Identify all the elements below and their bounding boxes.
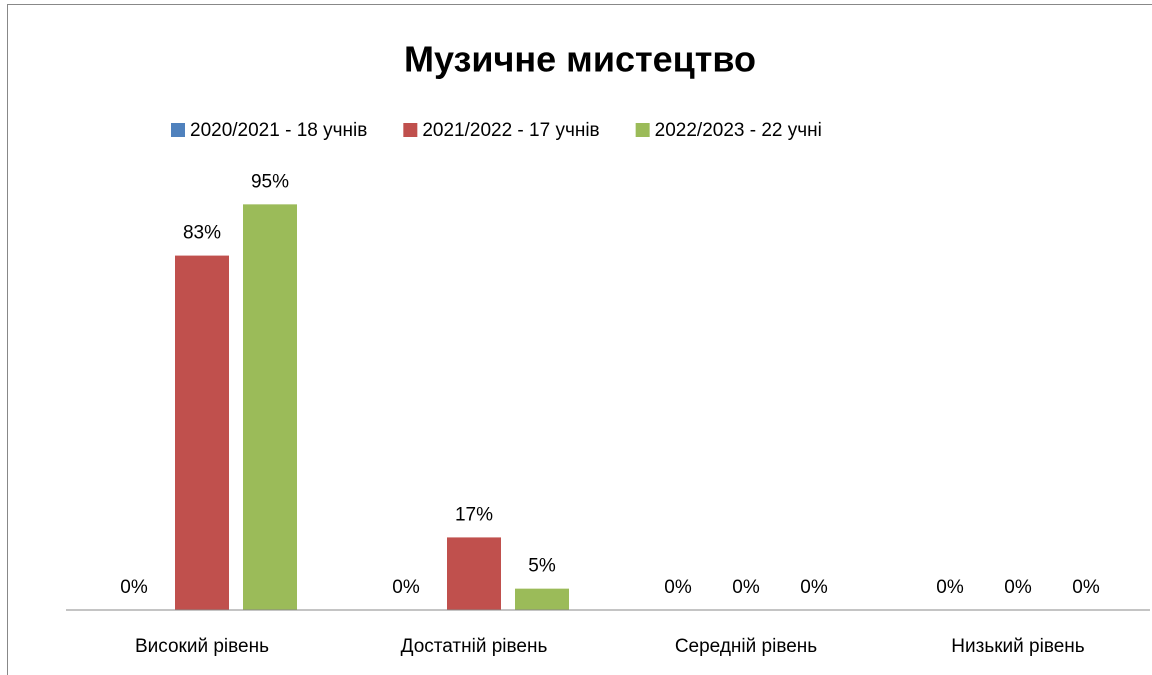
- value-label: 0%: [1004, 577, 1032, 598]
- value-label: 83%: [183, 223, 221, 244]
- legend-swatch: [171, 123, 185, 137]
- legend-swatch: [635, 123, 650, 137]
- legend-label: 2022/2023 - 22 учні: [655, 120, 822, 141]
- value-label: 0%: [732, 577, 760, 598]
- legend-label: 2020/2021 - 18 учнів: [190, 120, 367, 141]
- bar: [175, 255, 229, 610]
- value-label: 95%: [251, 171, 289, 192]
- chart-title: Музичне мистецтво: [404, 39, 756, 80]
- value-label: 0%: [392, 577, 420, 598]
- value-label: 0%: [800, 577, 828, 598]
- value-label: 5%: [528, 556, 556, 577]
- x-tick-label: Високий рівень: [135, 636, 269, 657]
- value-label: 17%: [455, 504, 493, 525]
- value-label: 0%: [1072, 577, 1100, 598]
- x-tick-label: Достатній рівень: [401, 636, 548, 657]
- value-label: 0%: [936, 577, 964, 598]
- bar: [447, 537, 501, 610]
- value-label: 0%: [664, 577, 692, 598]
- x-tick-label: Середній рівень: [675, 636, 817, 657]
- bar: [243, 204, 297, 610]
- x-tick-label: Низький рівень: [951, 636, 1084, 657]
- legend-swatch: [403, 123, 418, 137]
- value-label: 0%: [120, 577, 148, 598]
- legend-label: 2021/2022 - 17 учнів: [422, 120, 599, 141]
- bar: [515, 588, 569, 610]
